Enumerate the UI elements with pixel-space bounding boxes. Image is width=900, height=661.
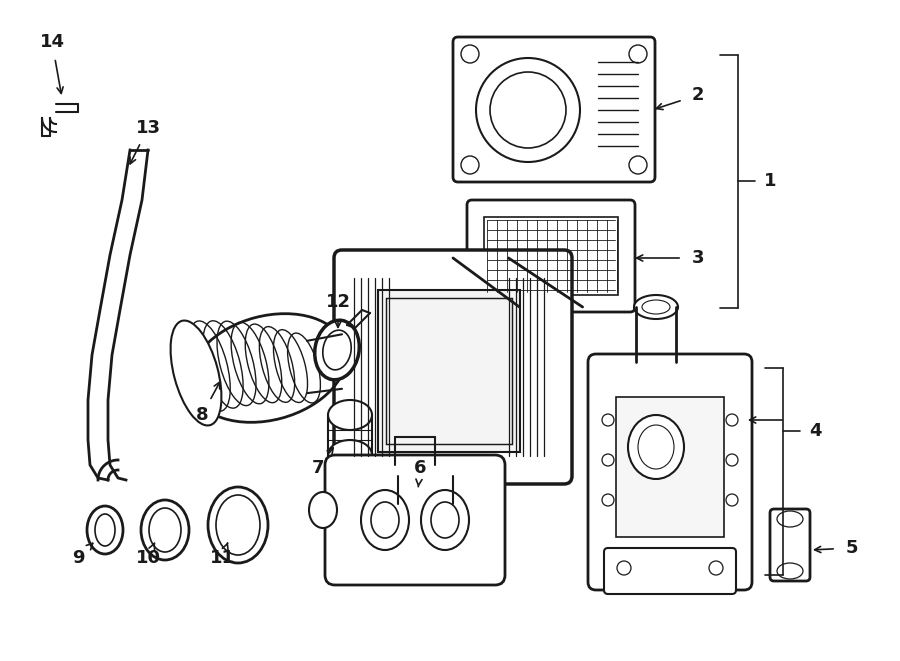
Ellipse shape — [149, 508, 181, 552]
Text: 13: 13 — [136, 119, 160, 137]
FancyBboxPatch shape — [334, 250, 572, 484]
Ellipse shape — [628, 415, 684, 479]
Ellipse shape — [461, 45, 479, 63]
Text: 8: 8 — [195, 406, 208, 424]
Text: 12: 12 — [326, 293, 350, 311]
Ellipse shape — [726, 414, 738, 426]
Bar — [386, 298, 512, 444]
FancyBboxPatch shape — [604, 548, 736, 594]
Text: 3: 3 — [692, 249, 704, 267]
Text: 5: 5 — [846, 539, 859, 557]
Ellipse shape — [629, 156, 647, 174]
Text: 11: 11 — [210, 549, 235, 567]
Ellipse shape — [421, 490, 469, 550]
Bar — [378, 290, 520, 452]
Text: 7: 7 — [311, 459, 324, 477]
FancyBboxPatch shape — [467, 200, 635, 312]
Text: 6: 6 — [414, 459, 427, 477]
Ellipse shape — [602, 414, 614, 426]
Text: 2: 2 — [692, 86, 704, 104]
Ellipse shape — [726, 494, 738, 506]
Text: 1: 1 — [764, 172, 776, 190]
Ellipse shape — [171, 321, 221, 426]
Ellipse shape — [642, 300, 670, 314]
Text: 9: 9 — [72, 549, 85, 567]
Ellipse shape — [777, 511, 803, 527]
Ellipse shape — [617, 561, 631, 575]
Ellipse shape — [87, 506, 123, 554]
Text: 14: 14 — [40, 33, 65, 51]
Text: 4: 4 — [809, 422, 821, 440]
Ellipse shape — [315, 320, 359, 380]
FancyBboxPatch shape — [325, 455, 505, 585]
Ellipse shape — [726, 454, 738, 466]
Bar — [616, 397, 724, 537]
Ellipse shape — [461, 156, 479, 174]
Ellipse shape — [638, 425, 674, 469]
Bar — [484, 217, 618, 295]
Ellipse shape — [141, 500, 189, 560]
Ellipse shape — [431, 502, 459, 538]
Ellipse shape — [476, 58, 580, 162]
Ellipse shape — [371, 502, 399, 538]
Ellipse shape — [490, 72, 566, 148]
FancyBboxPatch shape — [453, 37, 655, 182]
Ellipse shape — [208, 487, 268, 563]
Text: 10: 10 — [136, 549, 160, 567]
Ellipse shape — [602, 454, 614, 466]
Ellipse shape — [602, 494, 614, 506]
Ellipse shape — [328, 440, 372, 470]
Ellipse shape — [216, 495, 260, 555]
Ellipse shape — [629, 45, 647, 63]
Ellipse shape — [323, 330, 351, 370]
Ellipse shape — [634, 295, 678, 319]
FancyBboxPatch shape — [588, 354, 752, 590]
Ellipse shape — [309, 492, 337, 528]
Ellipse shape — [95, 514, 115, 546]
Ellipse shape — [777, 563, 803, 579]
Ellipse shape — [361, 490, 409, 550]
Ellipse shape — [328, 400, 372, 430]
Ellipse shape — [709, 561, 723, 575]
FancyBboxPatch shape — [770, 509, 810, 581]
